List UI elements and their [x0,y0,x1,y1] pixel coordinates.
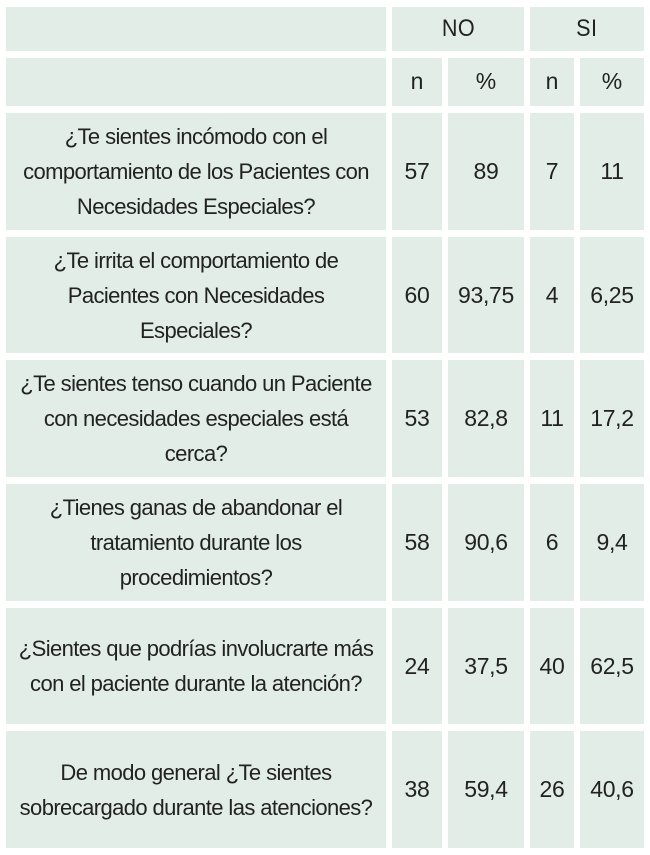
si-pct-cell: 9,4 [580,484,644,601]
question-cell: ¿Sientes que podrías involucrarte más co… [6,607,386,725]
table-row: De modo general ¿Te sientes sobrecargado… [6,731,644,848]
question-cell: ¿Te irrita el comportamiento de Paciente… [6,236,386,354]
no-n-cell: 24 [392,607,442,725]
question-cell: De modo general ¿Te sientes sobrecargado… [6,731,386,848]
subheader-si-pct: % [580,57,644,107]
table-row: ¿Te sientes tenso cuando un Paciente con… [6,360,644,478]
table-row: ¿Te irrita el comportamiento de Paciente… [6,236,644,354]
si-n-cell: 11 [530,360,574,478]
header-si-label: SI [576,14,598,42]
no-n-cell: 53 [392,360,442,478]
si-n-cell: 26 [530,731,574,848]
no-pct-cell: 37,5 [448,607,524,725]
header-row-sub: n % n % [6,57,644,107]
table-row: ¿Tienes ganas de abandonar el tratamient… [6,484,644,601]
header-no: NO [392,7,524,51]
no-pct-cell: 90,6 [448,484,524,601]
si-pct-cell: 6,25 [580,236,644,354]
no-pct-cell: 93,75 [448,236,524,354]
no-n-cell: 60 [392,236,442,354]
si-pct-cell: 62,5 [580,607,644,725]
header-si: SI [530,7,644,51]
no-pct-cell: 89 [448,113,524,230]
subheader-no-n: n [392,57,442,107]
question-cell: ¿Te sientes tenso cuando un Paciente con… [6,360,386,478]
no-n-cell: 58 [392,484,442,601]
si-pct-cell: 40,6 [580,731,644,848]
no-pct-cell: 82,8 [448,360,524,478]
si-n-cell: 6 [530,484,574,601]
table-row: ¿Sientes que podrías involucrarte más co… [6,607,644,725]
si-n-cell: 7 [530,113,574,230]
no-n-cell: 57 [392,113,442,230]
si-n-cell: 40 [530,607,574,725]
question-cell: ¿Te sientes incómodo con el comportamien… [6,113,386,230]
no-pct-cell: 59,4 [448,731,524,848]
table-row: ¿Te sientes incómodo con el comportamien… [6,113,644,230]
header-row-groups: NO SI [6,7,644,51]
subheader-si-n: n [530,57,574,107]
header-empty-cell [6,7,386,51]
si-pct-cell: 17,2 [580,360,644,478]
subheader-empty-cell [6,57,386,107]
header-no-label: NO [441,14,475,42]
si-pct-cell: 11 [580,113,644,230]
subheader-no-pct: % [448,57,524,107]
question-cell: ¿Tienes ganas de abandonar el tratamient… [6,484,386,601]
si-n-cell: 4 [530,236,574,354]
no-n-cell: 38 [392,731,442,848]
